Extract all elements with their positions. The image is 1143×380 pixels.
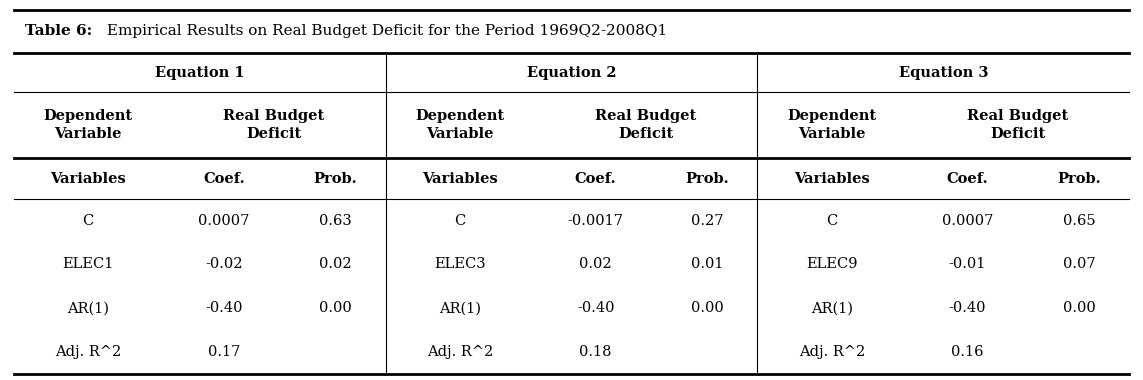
Text: 0.65: 0.65	[1063, 214, 1095, 228]
Text: 0.0007: 0.0007	[942, 214, 993, 228]
Text: Coef.: Coef.	[946, 171, 989, 185]
Text: C: C	[826, 214, 838, 228]
Text: Real Budget
Deficit: Real Budget Deficit	[967, 109, 1069, 141]
Text: Prob.: Prob.	[686, 171, 729, 185]
Text: Adj. R^2: Adj. R^2	[55, 345, 121, 359]
Text: Equation 2: Equation 2	[527, 65, 616, 79]
Text: Dependent
Variable: Dependent Variable	[788, 109, 877, 141]
Text: 0.0007: 0.0007	[198, 214, 249, 228]
Text: 0.00: 0.00	[690, 301, 724, 315]
Text: 0.17: 0.17	[208, 345, 240, 359]
Text: C: C	[82, 214, 94, 228]
Text: Prob.: Prob.	[1057, 171, 1101, 185]
Text: AR(1): AR(1)	[810, 301, 853, 315]
Text: Variables: Variables	[50, 171, 126, 185]
Text: -0.40: -0.40	[205, 301, 242, 315]
Text: Adj. R^2: Adj. R^2	[426, 345, 493, 359]
Text: -0.40: -0.40	[577, 301, 615, 315]
Text: 0.00: 0.00	[319, 301, 352, 315]
Text: Variables: Variables	[422, 171, 498, 185]
Text: 0.02: 0.02	[319, 258, 352, 271]
Text: Empirical Results on Real Budget Deficit for the Period 1969Q2-2008Q1: Empirical Results on Real Budget Deficit…	[102, 24, 668, 38]
Text: Coef.: Coef.	[575, 171, 616, 185]
Text: ELEC1: ELEC1	[63, 258, 114, 271]
Text: Coef.: Coef.	[203, 171, 245, 185]
Text: Prob.: Prob.	[313, 171, 357, 185]
Text: Table 6:: Table 6:	[25, 24, 93, 38]
Text: Real Budget
Deficit: Real Budget Deficit	[596, 109, 696, 141]
Text: Real Budget
Deficit: Real Budget Deficit	[223, 109, 325, 141]
Text: -0.0017: -0.0017	[568, 214, 624, 228]
Text: 0.07: 0.07	[1063, 258, 1095, 271]
Text: 0.00: 0.00	[1063, 301, 1095, 315]
Text: 0.27: 0.27	[692, 214, 724, 228]
Text: 0.18: 0.18	[580, 345, 612, 359]
Text: ELEC3: ELEC3	[434, 258, 486, 271]
Text: Equation 1: Equation 1	[154, 65, 245, 79]
Text: -0.01: -0.01	[949, 258, 986, 271]
Text: -0.40: -0.40	[949, 301, 986, 315]
Text: AR(1): AR(1)	[67, 301, 109, 315]
Text: Equation 3: Equation 3	[898, 65, 988, 79]
Text: Adj. R^2: Adj. R^2	[799, 345, 865, 359]
Text: 0.01: 0.01	[692, 258, 724, 271]
Text: C: C	[454, 214, 465, 228]
Text: ELEC9: ELEC9	[806, 258, 857, 271]
Text: AR(1): AR(1)	[439, 301, 481, 315]
Text: 0.02: 0.02	[580, 258, 612, 271]
Text: 0.16: 0.16	[951, 345, 984, 359]
Text: Variables: Variables	[794, 171, 870, 185]
Text: Dependent
Variable: Dependent Variable	[415, 109, 504, 141]
Text: 0.63: 0.63	[319, 214, 352, 228]
Text: -0.02: -0.02	[205, 258, 242, 271]
Text: Dependent
Variable: Dependent Variable	[43, 109, 133, 141]
